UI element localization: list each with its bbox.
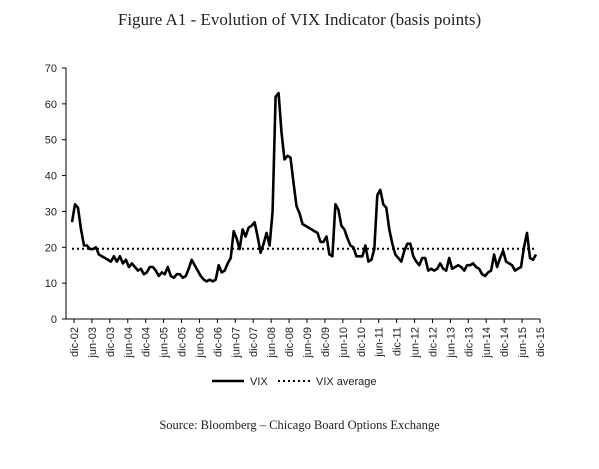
x-tick-label: dic-08: [284, 327, 296, 357]
y-tick-label: 20: [45, 242, 57, 254]
x-tick-label: jun-12: [410, 327, 422, 359]
vix-line: [70, 91, 538, 283]
x-tick-label: jun-09: [302, 327, 314, 359]
x-tick-label: jun-04: [123, 327, 135, 359]
x-tick-label: dic-12: [427, 327, 439, 357]
x-tick-label: dic-07: [248, 327, 260, 357]
y-tick-label: 30: [45, 206, 57, 218]
y-tick-label: 0: [51, 314, 57, 326]
x-tick-label: jun-13: [445, 327, 457, 359]
x-tick-label: jun-05: [159, 327, 171, 359]
y-tick-label: 70: [45, 63, 57, 75]
vix-series: [70, 91, 538, 283]
x-tick-label: dic-13: [463, 327, 475, 357]
x-tick-label: jun-07: [230, 327, 242, 359]
y-tick-label: 10: [45, 278, 57, 290]
y-axis-ticks: 0 10 20 30 40 50 60 70: [45, 63, 66, 326]
y-tick-label: 50: [45, 135, 57, 147]
x-axis-ticks: dic-02 jun-03 dic-03 jun-04 dic-04 jun-05 dic-…: [69, 319, 547, 359]
x-tick-label: dic-04: [141, 327, 153, 357]
x-tick-label: dic-09: [320, 327, 332, 357]
chart-legend: VIX VIX average: [212, 376, 377, 388]
x-tick-label: jun-15: [517, 327, 529, 359]
x-tick-label: dic-02: [69, 327, 81, 357]
x-tick-label: dic-03: [105, 327, 117, 357]
x-tick-label: dic-11: [392, 327, 404, 356]
chart-axes: [65, 68, 540, 320]
x-tick-label: jun-08: [266, 327, 278, 359]
legend-average-label: VIX average: [316, 376, 377, 388]
y-tick-label: 40: [45, 171, 57, 183]
x-tick-label: jun-06: [194, 327, 206, 359]
x-tick-label: dic-10: [356, 327, 368, 357]
x-tick-label: dic-15: [535, 327, 547, 357]
x-tick-label: dic-05: [177, 327, 189, 357]
x-tick-label: jun-03: [87, 327, 99, 359]
x-tick-label: jun-10: [338, 327, 350, 359]
chart-title: Figure A1 - Evolution of VIX Indicator (…: [117, 10, 482, 29]
x-tick-label: jun-11: [374, 327, 386, 358]
x-tick-label: dic-14: [499, 327, 511, 357]
legend-vix-label: VIX: [250, 376, 268, 388]
x-tick-label: dic-06: [212, 327, 224, 357]
x-tick-label: jun-14: [481, 327, 493, 359]
y-tick-label: 60: [45, 99, 57, 111]
chart-source: Source: Bloomberg – Chicago Board Option…: [159, 418, 440, 432]
